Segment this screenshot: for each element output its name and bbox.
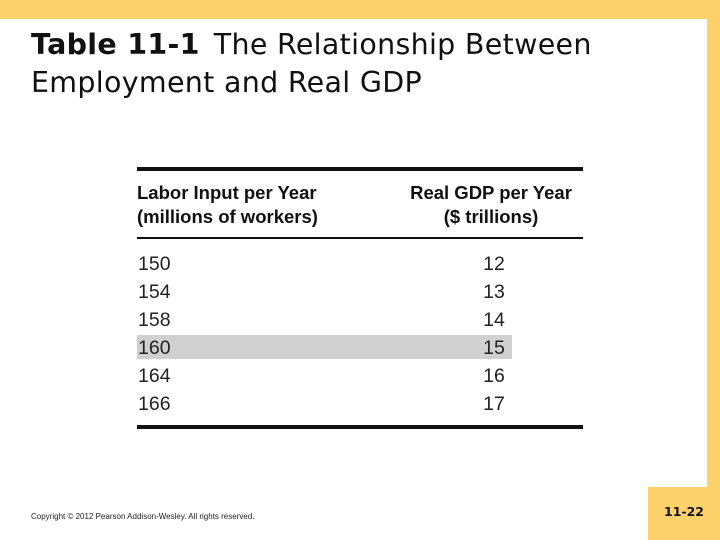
table-row: 164 16 (137, 363, 512, 387)
header-separator-rule (137, 237, 583, 239)
slide-title: Table 11-1 The Relationship Between Emplo… (31, 26, 701, 102)
table-row-highlighted: 160 15 (137, 335, 512, 359)
column-header-labor-line1: Labor Input per Year (137, 182, 317, 203)
table-row: 166 17 (137, 391, 512, 415)
table-bottom-rule (137, 425, 583, 429)
title-text: The Relationship Between Employment and … (31, 28, 592, 99)
gdp-cell: 16 (483, 365, 505, 387)
right-accent-bar (707, 0, 720, 487)
page-number: 11-22 (664, 504, 704, 519)
gdp-cell: 17 (483, 393, 505, 415)
copyright-notice: Copyright © 2012 Pearson Addison-Wesley.… (31, 512, 255, 521)
gdp-cell: 15 (483, 337, 505, 359)
table-row: 150 12 (137, 251, 512, 275)
labor-cell: 154 (138, 281, 171, 303)
column-header-labor-line2: (millions of workers) (137, 206, 318, 227)
table-row: 154 13 (137, 279, 512, 303)
labor-cell: 160 (138, 337, 171, 359)
labor-cell: 158 (138, 309, 171, 331)
column-header-gdp-line1: Real GDP per Year (410, 182, 572, 203)
labor-cell: 150 (138, 253, 171, 275)
gdp-cell: 14 (483, 309, 505, 331)
column-header-gdp-line2: ($ trillions) (443, 206, 539, 227)
top-accent-bar (0, 0, 720, 19)
labor-cell: 164 (138, 365, 171, 387)
labor-cell: 166 (138, 393, 171, 415)
table-number: Table 11-1 (31, 28, 200, 61)
page-number-box: 11-22 (648, 487, 720, 540)
gdp-cell: 12 (483, 253, 505, 275)
table-row: 158 14 (137, 307, 512, 331)
table-top-rule (137, 167, 583, 171)
column-header-labor: Labor Input per Year (millions of worker… (137, 181, 318, 229)
column-header-gdp: Real GDP per Year ($ trillions) (399, 181, 583, 229)
gdp-cell: 13 (483, 281, 505, 303)
